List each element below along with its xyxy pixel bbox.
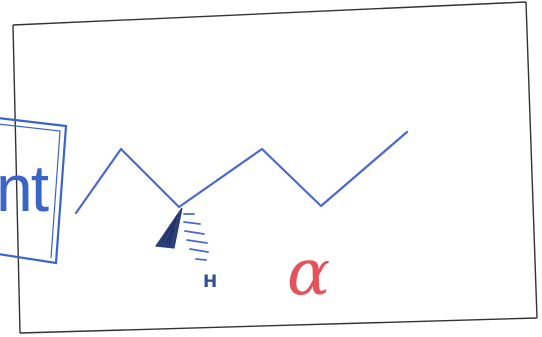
carbon-chain	[74, 130, 409, 215]
stamp-text: nt	[0, 151, 49, 225]
wedge-bond	[154, 207, 183, 249]
hydrogen-label: H	[203, 272, 218, 292]
stamp-box	[0, 117, 68, 265]
stamp-box-inner	[0, 123, 61, 259]
wedge-bond-shading	[161, 213, 179, 246]
outer-frame	[12, 1, 538, 334]
hashed-bond	[183, 213, 209, 261]
alpha-annotation: α	[287, 236, 331, 310]
